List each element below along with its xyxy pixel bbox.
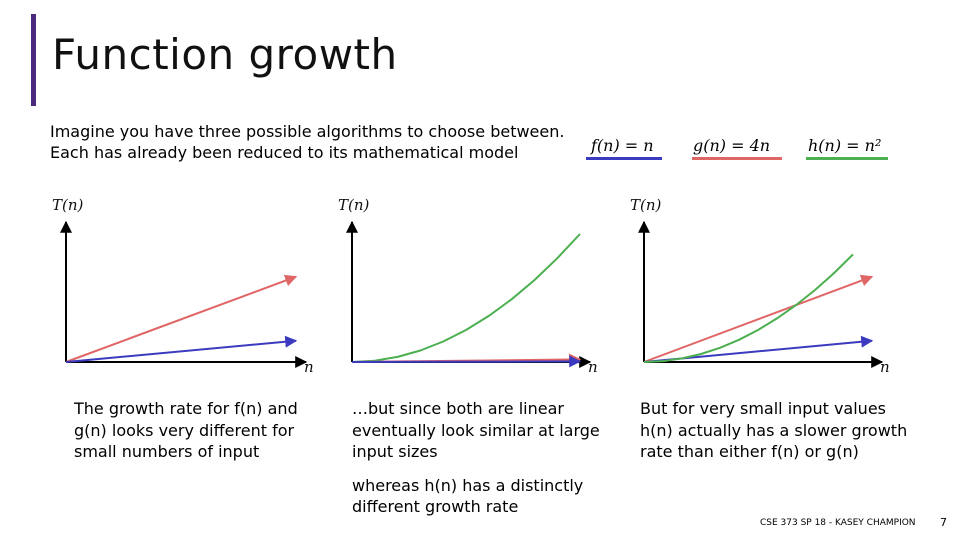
series-line-h — [351, 233, 581, 363]
caption-middle-text-2: whereas h(n) has a distinctly different … — [352, 475, 584, 517]
caption-right: But for very small input values h(n) act… — [640, 398, 915, 463]
series-line-h — [643, 253, 854, 363]
intro-line-2: Each has already been reduced to its mat… — [50, 143, 519, 162]
legend-line-h — [806, 157, 888, 160]
title-accent-bar — [31, 14, 36, 106]
equation-h: h(n) = n² — [808, 136, 882, 155]
series-line-g — [65, 274, 298, 363]
y-axis-label: T(n) — [52, 196, 84, 214]
intro-line-1: Imagine you have three possible algorith… — [50, 122, 565, 141]
caption-middle-text-1: …but since both are linear eventually lo… — [352, 399, 600, 461]
equation-f: f(n) = n — [591, 136, 654, 155]
x-axis-label: n — [880, 358, 890, 376]
x-axis-label: n — [304, 358, 314, 376]
caption-right-text: But for very small input values h(n) act… — [640, 399, 908, 461]
series-line-f — [65, 335, 298, 363]
chart-left: T(n) n — [52, 196, 314, 376]
legend-line-f — [586, 157, 662, 160]
footer-text: CSE 373 SP 18 - KASEY CHAMPION — [760, 518, 916, 528]
equation-g: g(n) = 4n — [693, 136, 771, 155]
chart-middle: T(n) n — [338, 196, 598, 376]
y-axis-label: T(n) — [338, 196, 370, 214]
y-axis-label: T(n) — [630, 196, 662, 214]
caption-left-text: The growth rate for f(n) and g(n) looks … — [74, 399, 298, 461]
series-line-g — [643, 274, 874, 363]
caption-left: The growth rate for f(n) and g(n) looks … — [74, 398, 304, 463]
intro-text: Imagine you have three possible algorith… — [50, 121, 564, 163]
series-line-f — [351, 355, 582, 368]
chart-right: T(n) n — [630, 196, 890, 376]
caption-middle: …but since both are linear eventually lo… — [352, 398, 602, 518]
slide-title: Function growth — [52, 30, 398, 79]
page-number: 7 — [940, 516, 947, 529]
x-axis-label: n — [588, 358, 598, 376]
legend-line-g — [692, 157, 782, 160]
